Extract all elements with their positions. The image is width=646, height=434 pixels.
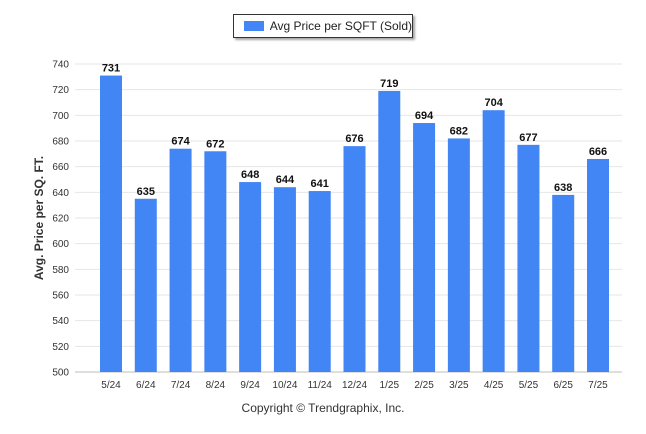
x-tick-label: 6/24 [136,380,156,391]
x-tick-label: 2/25 [414,380,434,391]
data-label: 676 [345,133,363,145]
bar[interactable] [587,158,609,372]
bar[interactable] [378,90,401,372]
bar[interactable] [413,123,436,373]
y-tick-label: 700 [52,111,69,122]
bar[interactable] [308,191,331,372]
y-tick-label: 540 [52,316,69,327]
legend: Avg Price per SQFT (Sold) [233,14,413,38]
x-tick-label: 7/25 [588,380,608,391]
x-tick-label: 8/24 [206,380,226,391]
y-axis-ticks: 500 520 540 560 580 600 620 640 660 680 700 720 740 [52,60,69,379]
x-axis-ticks: 5/24 6/24 7/24 8/24 9/24 10/24 11/24 12/24 1/25 2… [101,380,608,391]
data-label: 677 [519,132,537,144]
y-tick-label: 640 [52,188,69,199]
data-labels: 731 635 674 672 648 644 641 676 719 694 682 704 677 6… [102,63,607,198]
data-label: 731 [102,63,120,75]
data-label: 641 [311,178,329,190]
bar[interactable] [169,148,192,372]
data-label: 648 [241,169,259,181]
bar[interactable] [134,198,157,372]
x-tick-label: 5/25 [519,380,539,391]
y-tick-label: 620 [52,214,69,225]
y-tick-label: 720 [52,85,69,96]
bar[interactable] [204,151,227,372]
bar[interactable] [482,110,505,372]
y-tick-label: 520 [52,342,69,353]
data-label: 644 [276,174,295,186]
x-tick-label: 1/25 [380,380,400,391]
bar[interactable] [273,187,296,372]
data-label: 719 [380,78,398,90]
data-label: 704 [484,97,503,109]
x-tick-label: 7/24 [171,380,191,391]
bar[interactable] [239,182,262,372]
y-tick-label: 500 [52,368,69,379]
y-tick-label: 660 [52,162,69,173]
bar[interactable] [552,194,575,372]
legend-label: Avg Price per SQFT (Sold) [269,19,412,33]
data-label: 672 [206,138,224,150]
x-tick-label: 9/24 [240,380,260,391]
x-tick-label: 10/24 [272,380,297,391]
bar[interactable] [447,138,470,372]
data-label: 638 [554,182,572,194]
x-tick-label: 11/24 [308,380,333,391]
copyright-text: Copyright © Trendgraphix, Inc. [241,401,405,415]
bars [100,75,609,373]
x-tick-label: 12/24 [342,380,367,391]
x-tick-label: 3/25 [449,380,469,391]
x-tick-label: 4/25 [484,380,504,391]
y-axis-title: Avg. Price per SQ. FT. [32,156,46,280]
legend-swatch [244,21,264,31]
x-tick-label: 5/24 [101,380,121,391]
y-tick-label: 680 [52,137,69,148]
bar[interactable] [343,146,366,372]
data-label: 682 [450,125,468,137]
data-label: 666 [589,146,607,158]
x-tick-label: 6/25 [553,380,573,391]
data-label: 635 [137,186,155,198]
data-label: 694 [415,110,434,122]
data-label: 674 [171,136,190,148]
bar[interactable] [517,144,540,372]
y-tick-label: 560 [52,291,69,302]
bar[interactable] [100,75,122,373]
y-tick-label: 740 [52,60,69,71]
y-tick-label: 600 [52,239,69,250]
y-tick-label: 580 [52,265,69,276]
